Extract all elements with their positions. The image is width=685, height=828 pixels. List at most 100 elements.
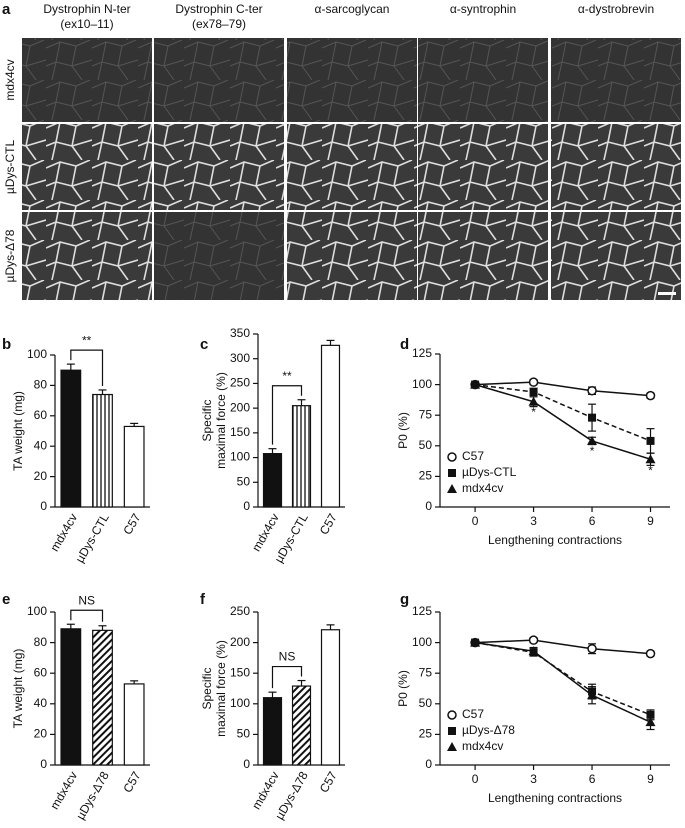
column-header: α-syntrophin xyxy=(450,2,516,16)
y-axis-label: P0 (%) xyxy=(396,412,410,449)
x-tick-label: 3 xyxy=(530,514,537,528)
y-tick-label: 50 xyxy=(419,696,433,710)
column-header: (ex10–11) xyxy=(60,17,113,31)
x-axis-label: Lengthening contractions xyxy=(488,791,622,805)
y-tick-label: 25 xyxy=(419,469,433,483)
legend-label: C57 xyxy=(462,449,484,463)
significance-label: NS xyxy=(78,593,95,607)
y-tick-label: 100 xyxy=(412,635,432,649)
y-tick-label: 0 xyxy=(425,499,432,513)
marker xyxy=(646,436,655,445)
y-tick-label: 25 xyxy=(419,727,433,741)
y-axis-label: maximal force (%) xyxy=(214,372,228,469)
bar xyxy=(262,697,283,766)
y-tick-label: 20 xyxy=(34,727,48,741)
y-tick-label: 100 xyxy=(412,377,432,391)
marker xyxy=(587,690,598,700)
bar xyxy=(123,683,145,766)
legend-label: µDys-CTL xyxy=(462,465,517,479)
marker xyxy=(645,454,656,464)
x-tick-label: C57 xyxy=(317,769,340,795)
micrograph-cells xyxy=(418,38,548,122)
annotation: * xyxy=(648,464,653,478)
y-tick-label: 100 xyxy=(27,347,47,361)
series-line xyxy=(474,641,651,716)
significance-label: ** xyxy=(82,333,92,347)
bar xyxy=(320,344,341,508)
marker xyxy=(645,717,656,727)
marker xyxy=(470,379,481,389)
marker xyxy=(528,635,539,645)
series-line xyxy=(474,383,651,442)
x-tick-label: 9 xyxy=(647,772,654,786)
annotation: * xyxy=(590,444,595,458)
y-tick-label: 75 xyxy=(419,665,433,679)
y-tick-label: 125 xyxy=(412,346,432,360)
micrograph-cells xyxy=(154,38,284,122)
panel-label: f xyxy=(200,591,206,608)
column-header: (ex78–79) xyxy=(192,17,246,31)
scale-bar xyxy=(658,292,676,295)
legend-marker xyxy=(447,484,457,493)
x-tick-label: 0 xyxy=(472,514,479,528)
series-line xyxy=(475,381,651,397)
panel-label: c xyxy=(200,336,208,353)
column-header: α-sarcoglycan xyxy=(315,2,390,16)
y-tick-label: 75 xyxy=(419,407,433,421)
significance-bracket xyxy=(271,385,303,445)
marker xyxy=(587,385,597,396)
y-tick-label: 150 xyxy=(230,665,250,679)
micrograph-cells xyxy=(551,124,681,210)
significance-bracket xyxy=(70,609,104,622)
y-tick-label: 100 xyxy=(230,450,250,464)
row-label: µDys-CTL xyxy=(3,140,17,195)
legend-label: mdx4cv xyxy=(462,481,503,495)
annotation: * xyxy=(531,405,536,419)
bar xyxy=(60,369,82,508)
micrograph-cells xyxy=(22,212,152,300)
micrograph-cells xyxy=(154,212,284,300)
legend-marker xyxy=(447,452,457,462)
legend-marker xyxy=(448,727,456,735)
y-tick-label: 125 xyxy=(412,604,432,618)
column-header: Dystrophin C-ter xyxy=(175,2,262,16)
x-tick-label: mdx4cv xyxy=(47,769,80,812)
y-tick-label: 80 xyxy=(34,378,48,392)
y-tick-label: 80 xyxy=(34,635,48,649)
x-tick-label: 6 xyxy=(589,514,596,528)
column-header: α-dystrobrevin xyxy=(578,2,654,16)
marker xyxy=(588,413,597,422)
y-tick-label: 50 xyxy=(237,474,251,488)
y-tick-label: 350 xyxy=(230,326,250,340)
y-axis-label: P0 (%) xyxy=(396,670,410,707)
y-axis-label: TA weight (mg) xyxy=(11,649,25,729)
y-tick-label: 0 xyxy=(425,757,432,771)
micrograph-cells xyxy=(287,124,417,210)
x-tick-label: mdx4cv xyxy=(47,511,80,554)
x-tick-label: 6 xyxy=(589,772,596,786)
y-tick-label: 50 xyxy=(419,438,433,452)
row-label: mdx4cv xyxy=(3,59,17,100)
y-tick-label: 0 xyxy=(40,499,47,513)
y-axis-label: Specific xyxy=(200,399,214,441)
bar xyxy=(92,393,113,508)
marker xyxy=(529,387,538,396)
y-axis-label: maximal force (%) xyxy=(214,640,228,737)
y-tick-label: 40 xyxy=(34,696,48,710)
micrograph-cells xyxy=(418,212,548,300)
y-tick-label: 100 xyxy=(27,604,47,618)
x-tick-label: C57 xyxy=(120,511,143,537)
micrograph-cells xyxy=(22,38,152,122)
panel-label: g xyxy=(400,591,409,608)
panel-label: e xyxy=(2,591,10,608)
significance-label: ** xyxy=(282,369,292,383)
legend-marker xyxy=(447,742,457,751)
y-tick-label: 0 xyxy=(243,757,250,771)
y-tick-label: 200 xyxy=(230,400,250,414)
micrograph-cells xyxy=(22,124,152,210)
y-tick-label: 50 xyxy=(237,727,251,741)
series-line xyxy=(474,383,651,460)
micrograph-cells xyxy=(551,212,681,300)
row-label: µDys-Δ78 xyxy=(3,229,17,282)
